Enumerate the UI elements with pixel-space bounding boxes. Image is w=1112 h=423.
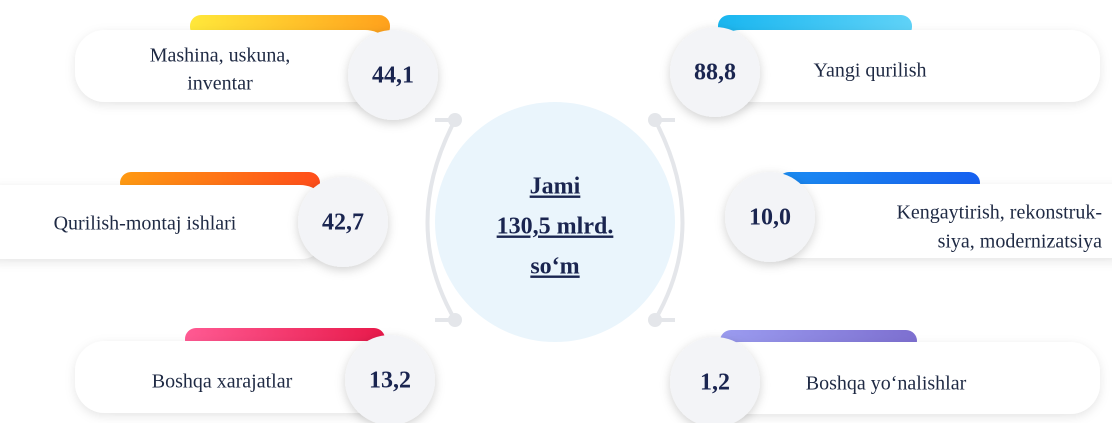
label: Boshqa yo‘nalishlar [806,373,967,395]
label: Qurilish-montaj ishlari [54,213,237,235]
label: Mashina, uskuna, [150,45,291,67]
center-text: 130,5 mlrd. [497,214,614,240]
card [75,341,395,413]
value-circle [348,30,438,120]
value-circle [345,335,435,423]
value: 88,8 [694,60,736,86]
center-text: so‘m [530,254,579,280]
label: Yangi qurilish [814,60,927,82]
label: Kengaytirish, rekonstruk- [896,202,1102,224]
value: 1,2 [700,370,730,396]
center-text: Jami [530,174,581,200]
value-circle [670,337,760,423]
value: 10,0 [749,205,791,231]
label: siya, modernizatsiya [938,231,1103,253]
label: Boshqa xarajatlar [152,371,293,393]
connectors [425,118,685,322]
center-circle [435,102,675,342]
value-circle [725,172,815,262]
value: 13,2 [369,368,411,394]
label: inventar [187,73,253,95]
card [0,185,330,259]
card [75,30,395,102]
value-circle [670,27,760,117]
card [710,342,1100,414]
value: 44,1 [372,63,414,89]
connector-dots [448,113,662,327]
card [710,30,1100,102]
value-circle [298,177,388,267]
value: 42,7 [322,210,364,236]
card [765,184,1112,258]
